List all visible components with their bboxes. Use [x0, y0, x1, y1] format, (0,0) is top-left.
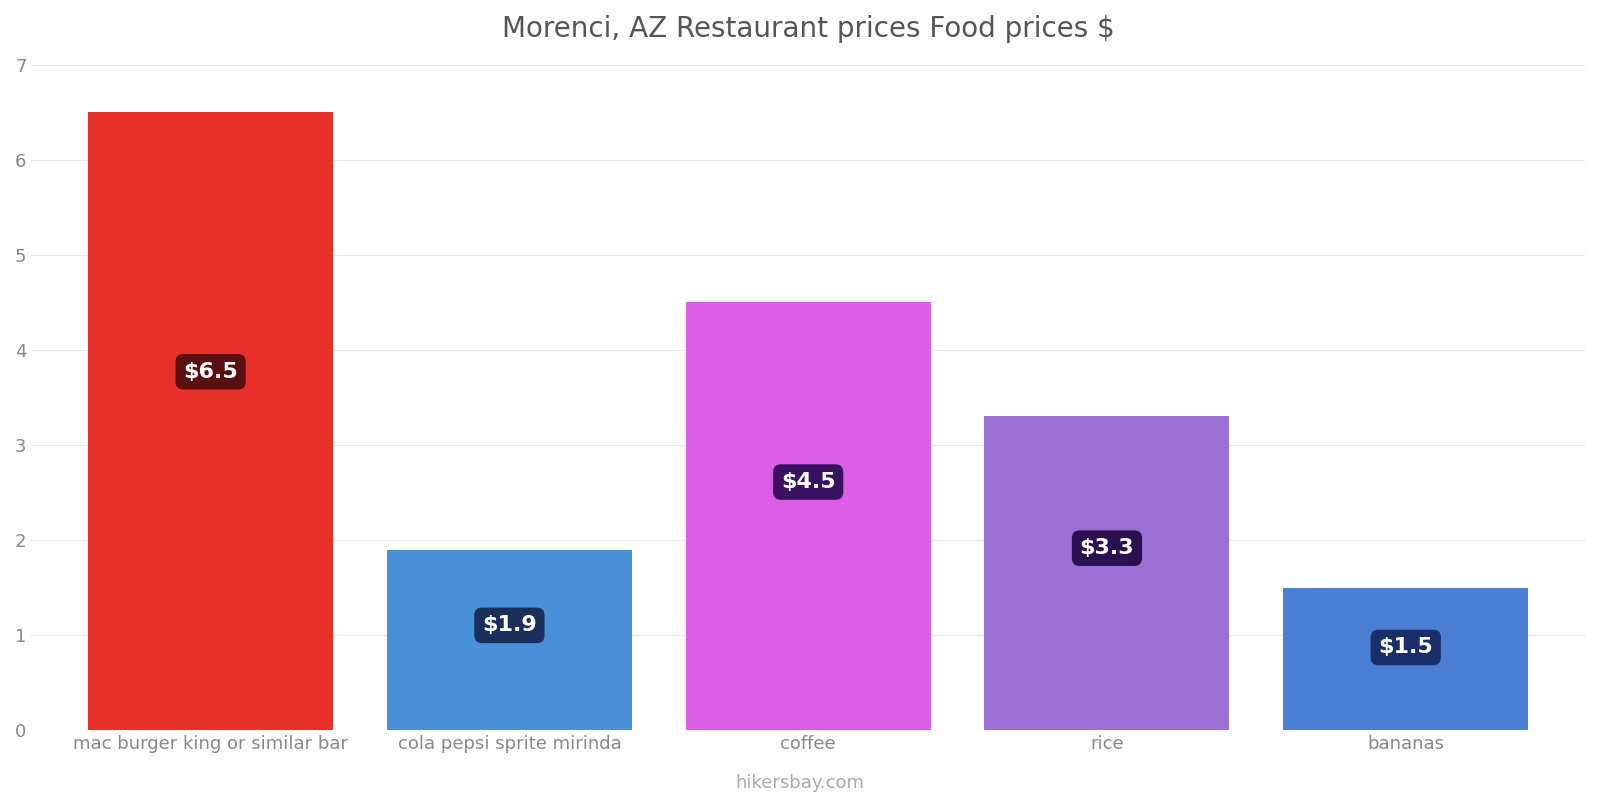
Bar [88, 112, 333, 730]
Text: hikersbay.com: hikersbay.com [736, 774, 864, 792]
Text: $3.3: $3.3 [1080, 538, 1134, 558]
Bar [686, 302, 931, 730]
Text: $6.5: $6.5 [184, 362, 238, 382]
Text: $1.9: $1.9 [482, 615, 536, 635]
Text: $4.5: $4.5 [781, 472, 835, 492]
Bar [984, 417, 1229, 730]
Bar [1283, 587, 1528, 730]
Text: $1.5: $1.5 [1378, 638, 1434, 658]
Bar [387, 550, 632, 730]
Title: Morenci, AZ Restaurant prices Food prices $: Morenci, AZ Restaurant prices Food price… [502, 15, 1115, 43]
